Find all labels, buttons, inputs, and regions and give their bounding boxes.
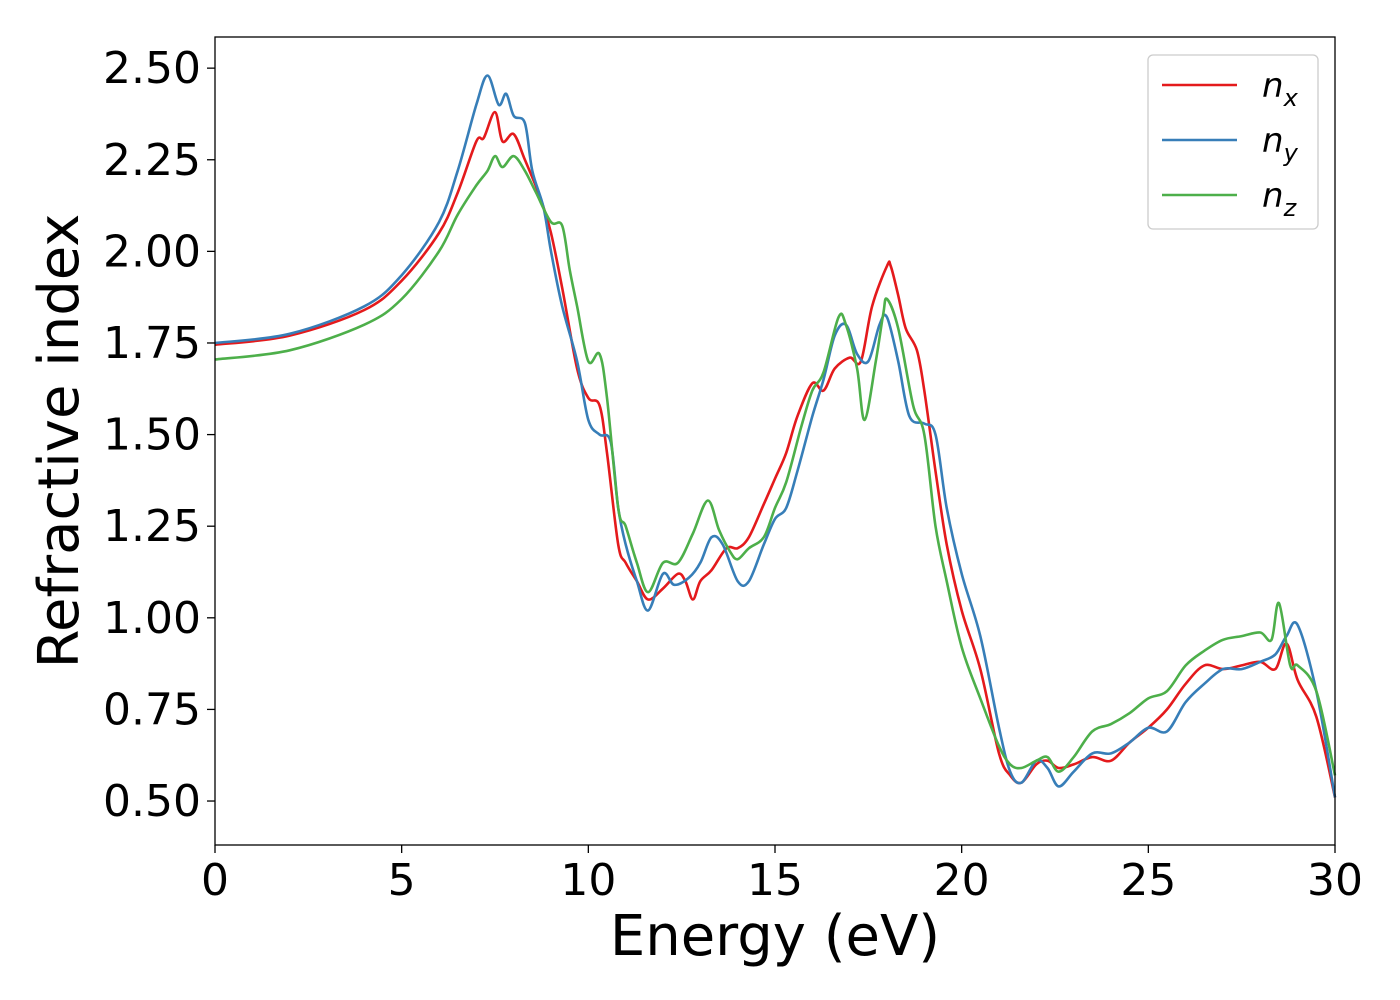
series-line-nz [214,154,1337,776]
y-axis-label: Refractive index [27,214,92,669]
y-tick-label: 2.00 [103,226,201,277]
series-layer [214,74,1337,798]
y-tick-label: 0.50 [103,776,201,827]
legend: nx ny nz [1147,54,1319,230]
x-tick-label: 15 [747,855,803,906]
legend-label-nx: nx [1262,66,1299,112]
x-tick-label: 25 [1120,855,1176,906]
x-axis-label: Energy (eV) [610,904,940,969]
legend-label-nz: nz [1262,176,1298,222]
x-tick-label: 30 [1307,855,1363,906]
x-tick-label: 0 [201,855,229,906]
y-tick-label: 0.75 [103,684,201,735]
plot-frame [214,36,1336,846]
legend-items: nx ny nz [1162,66,1299,222]
y-tick-label: 2.50 [103,43,201,94]
y-tick-label: 1.50 [103,410,201,461]
y-tick-label: 1.25 [103,501,201,552]
legend-label-ny: ny [1262,121,1299,167]
legend-box [1147,54,1319,230]
y-tick-label: 2.25 [103,135,201,186]
x-tick-label: 5 [388,855,416,906]
series-line-ny [214,74,1337,798]
x-axis-ticks: 0 5 10 15 20 25 30 [201,845,1363,906]
x-tick-label: 10 [560,855,616,906]
x-tick-label: 20 [934,855,990,906]
y-tick-label: 1.75 [103,318,201,369]
y-tick-label: 1.00 [103,593,201,644]
y-axis-ticks: 0.50 0.75 1.00 1.25 1.50 1.75 2.00 2.25 2.50 [103,43,215,827]
